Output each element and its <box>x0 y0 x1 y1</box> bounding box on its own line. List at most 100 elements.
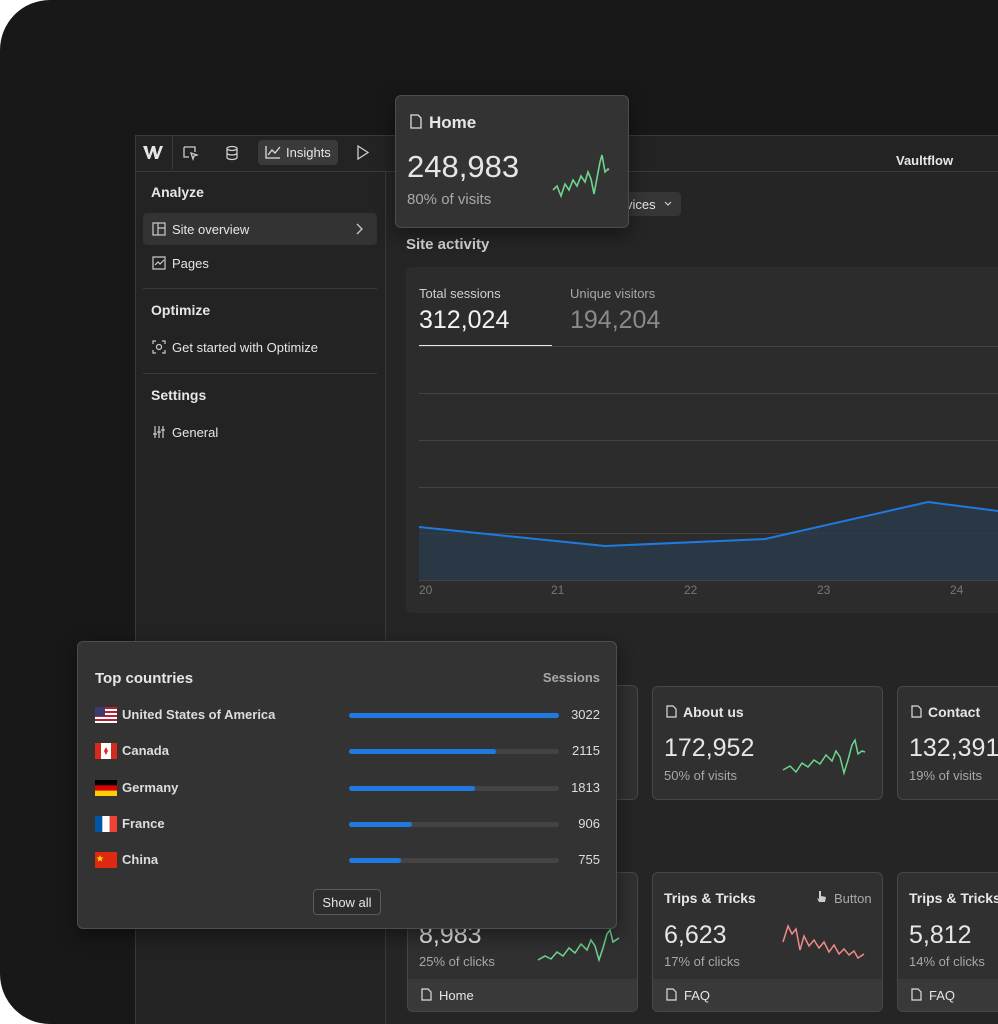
page-card[interactable] <box>897 686 998 800</box>
popup-subtitle: 80% of visits <box>407 191 492 208</box>
card-subtitle: 25% of clicks <box>419 954 495 969</box>
optimize-icon <box>152 340 166 354</box>
filter-label: vices <box>626 197 656 212</box>
card-title: Trips & Tricks <box>664 890 756 906</box>
nav-item[interactable]: Get started with Optimize <box>172 340 318 355</box>
tab-value: 194,204 <box>570 306 661 334</box>
tab-value: 312,024 <box>419 306 510 334</box>
nav-item[interactable]: General <box>172 425 219 440</box>
preview-icon[interactable] <box>356 145 370 160</box>
x-label: 23 <box>817 583 831 597</box>
tab-label[interactable]: Total sessions <box>419 286 501 301</box>
x-label: 20 <box>419 583 433 597</box>
flag-graphic <box>95 743 117 760</box>
card-subtitle: 14% of clicks <box>909 954 985 969</box>
section-title: Settings <box>151 387 207 403</box>
site-name: Vaultflow <box>896 153 954 168</box>
popup-value: 248,983 <box>407 149 520 184</box>
session-count: 906 <box>578 815 600 831</box>
card-value: 172,952 <box>664 734 755 762</box>
session-count: 3022 <box>571 707 600 722</box>
activity-chart <box>418 346 998 581</box>
card-element: Button <box>834 891 872 906</box>
bar <box>349 749 496 755</box>
pointer-icon <box>817 891 826 902</box>
country-name: United States of America <box>122 707 276 722</box>
card-title: Contact <box>928 704 981 720</box>
flag <box>95 707 117 723</box>
doc-icon <box>421 988 432 1001</box>
column-header: Sessions <box>542 670 600 685</box>
card-footer <box>653 979 882 1011</box>
country-name: Germany <box>122 779 179 795</box>
bar <box>349 713 559 718</box>
page-popup <box>395 95 629 228</box>
section-title: Site activity <box>406 236 490 253</box>
doc-icon <box>666 988 677 1001</box>
card-subtitle: 50% of visits <box>664 768 737 783</box>
doc-icon <box>911 705 922 718</box>
card-title: Trips & Tricks <box>909 890 998 906</box>
insights-icon <box>265 146 281 159</box>
x-label: 21 <box>551 583 565 597</box>
card-subtitle: 19% of visits <box>909 768 982 783</box>
card-value: 132,391 <box>909 734 998 762</box>
popup-title: Home <box>429 113 477 132</box>
card-page: FAQ <box>929 988 956 1003</box>
popup-title: Top countries <box>95 670 194 687</box>
card-page: Home <box>439 988 474 1003</box>
sparkline <box>552 154 610 199</box>
select-icon[interactable] <box>182 145 200 161</box>
sparkline <box>782 737 866 776</box>
card-value: 6,623 <box>664 921 727 949</box>
nav-item: Site overview <box>172 222 250 237</box>
flag <box>95 852 117 869</box>
chevron <box>356 223 363 235</box>
sparkline <box>782 924 865 960</box>
line <box>418 500 998 548</box>
show-all-button[interactable] <box>313 889 381 915</box>
area <box>419 502 998 580</box>
card-title: About us <box>683 704 744 720</box>
card-value: 5,812 <box>909 921 972 949</box>
nav-item[interactable]: Pages <box>172 256 209 271</box>
flag-graphic <box>95 779 117 796</box>
bar-track <box>349 858 559 864</box>
pages-icon <box>152 256 166 270</box>
flag-graphic <box>95 852 117 869</box>
doc-icon <box>410 114 422 129</box>
countries-popup <box>77 641 617 929</box>
country-name: Canada <box>122 743 169 759</box>
session-count: 2115 <box>572 743 600 759</box>
session-count: 1813 <box>571 779 600 795</box>
logo <box>143 146 163 159</box>
click-card[interactable] <box>652 872 883 1012</box>
button-label: Show all <box>322 895 372 910</box>
bar <box>349 821 412 827</box>
card-subtitle: 17% of clicks <box>664 954 740 969</box>
caret <box>664 201 672 206</box>
tab-label[interactable]: Unique visitors <box>570 286 656 301</box>
settings-icon <box>153 426 165 438</box>
country-name: France <box>122 815 165 831</box>
section-title: Optimize <box>151 302 211 318</box>
x-label: 22 <box>684 583 698 597</box>
layout-icon <box>152 222 166 236</box>
sparkline <box>537 928 620 963</box>
cms-icon[interactable] <box>224 145 240 161</box>
divider <box>143 373 377 374</box>
card-footer <box>408 979 637 1011</box>
session-count: 755 <box>578 852 600 868</box>
section-title: Analyze <box>151 184 204 200</box>
page-card[interactable] <box>652 686 883 800</box>
x-label: 24 <box>950 583 964 597</box>
nav-item-active[interactable] <box>143 213 377 245</box>
country-name: China <box>122 852 159 868</box>
doc-icon <box>911 988 922 1001</box>
card-footer <box>898 979 998 1011</box>
insights-tab[interactable] <box>258 140 338 165</box>
bar <box>349 785 475 791</box>
insights-label: Insights <box>286 145 331 160</box>
flag-graphic <box>95 707 117 723</box>
